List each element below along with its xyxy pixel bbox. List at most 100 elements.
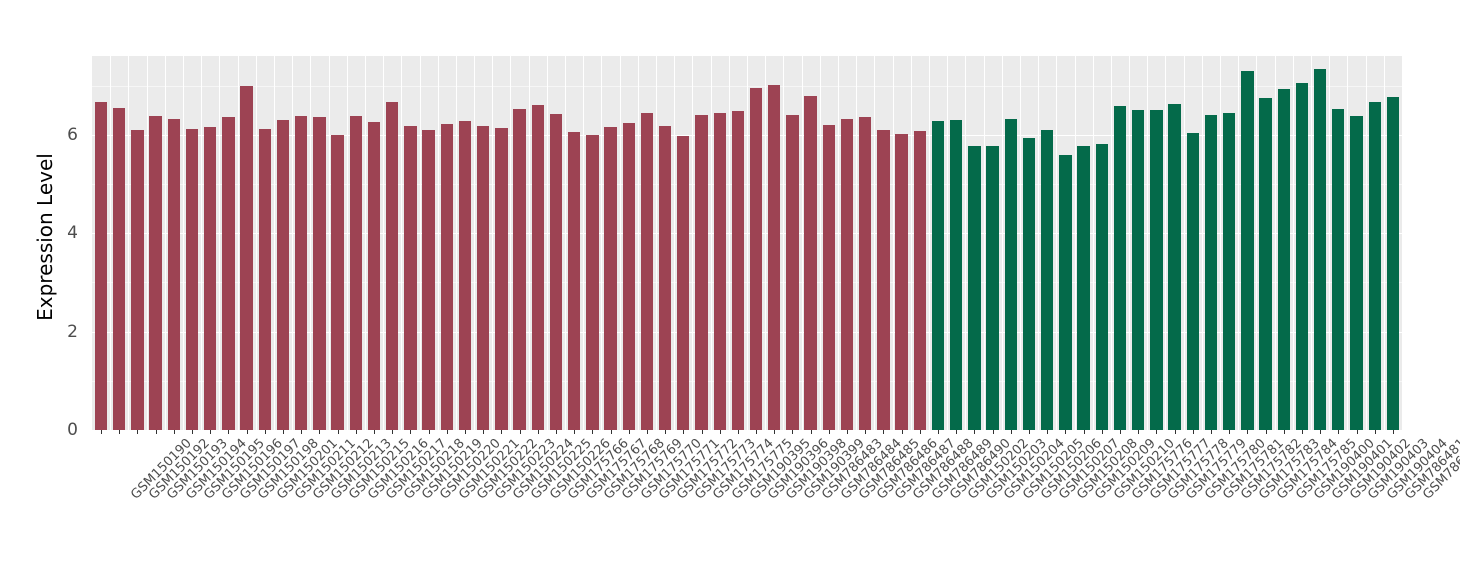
- x-tick-mark: [992, 430, 994, 434]
- bar[interactable]: [331, 135, 344, 430]
- bar[interactable]: [695, 115, 708, 430]
- x-gridline: [419, 56, 421, 430]
- bar[interactable]: [422, 130, 435, 430]
- bar[interactable]: [1168, 103, 1181, 430]
- bar[interactable]: [1295, 83, 1309, 430]
- bar[interactable]: [404, 125, 417, 430]
- bar[interactable]: [786, 114, 799, 430]
- bar[interactable]: [859, 117, 872, 430]
- x-gridline: [128, 56, 130, 430]
- bar[interactable]: [149, 115, 162, 430]
- bar[interactable]: [677, 136, 690, 430]
- bar[interactable]: [94, 102, 108, 430]
- bar[interactable]: [513, 109, 526, 430]
- bar[interactable]: [295, 116, 308, 430]
- x-tick-mark: [301, 430, 303, 434]
- bar[interactable]: [968, 145, 981, 430]
- x-tick-mark: [592, 430, 594, 434]
- bar[interactable]: [768, 84, 781, 430]
- x-tick-mark: [1247, 430, 1249, 434]
- x-gridline: [837, 56, 839, 430]
- x-gridline: [1074, 56, 1076, 430]
- bar[interactable]: [458, 121, 472, 430]
- bar[interactable]: [713, 112, 726, 430]
- bar[interactable]: [1004, 118, 1017, 430]
- bar[interactable]: [1022, 138, 1036, 430]
- bar[interactable]: [258, 128, 272, 430]
- x-tick-mark: [901, 430, 903, 434]
- x-gridline: [947, 56, 949, 430]
- bar[interactable]: [1277, 88, 1290, 430]
- bar[interactable]: [531, 105, 544, 430]
- bar[interactable]: [1204, 115, 1218, 430]
- x-tick-mark: [137, 430, 139, 434]
- bar[interactable]: [1350, 116, 1363, 430]
- y-tick-label: 2: [67, 321, 78, 342]
- bar[interactable]: [1113, 106, 1127, 430]
- bar[interactable]: [895, 133, 908, 430]
- x-gridline: [656, 56, 658, 430]
- bar[interactable]: [1241, 71, 1254, 430]
- bar[interactable]: [1059, 155, 1072, 430]
- x-gridline: [346, 56, 348, 430]
- bar[interactable]: [495, 127, 508, 430]
- x-tick-mark: [1265, 430, 1267, 434]
- bar[interactable]: [567, 131, 581, 430]
- bar[interactable]: [276, 119, 290, 430]
- bar[interactable]: [586, 135, 599, 430]
- bar[interactable]: [640, 113, 654, 430]
- x-gridline: [1238, 56, 1240, 430]
- x-tick-mark: [1138, 430, 1140, 434]
- bar[interactable]: [604, 127, 617, 430]
- bar[interactable]: [113, 107, 126, 430]
- bar[interactable]: [1259, 98, 1272, 430]
- x-tick-mark: [1229, 430, 1231, 434]
- bar[interactable]: [167, 119, 181, 430]
- bar[interactable]: [1313, 69, 1327, 430]
- bar[interactable]: [240, 85, 253, 430]
- bar[interactable]: [950, 119, 963, 430]
- x-tick-mark: [101, 430, 103, 434]
- bar[interactable]: [1095, 144, 1108, 430]
- bar[interactable]: [1222, 113, 1236, 430]
- x-tick-mark: [210, 430, 212, 434]
- bar[interactable]: [1368, 102, 1381, 430]
- bar[interactable]: [440, 123, 453, 430]
- x-tick-mark: [828, 430, 830, 434]
- bar[interactable]: [131, 130, 144, 430]
- x-gridline: [528, 56, 530, 430]
- bar[interactable]: [749, 88, 763, 430]
- bar[interactable]: [313, 116, 326, 430]
- bar[interactable]: [349, 115, 362, 430]
- x-gridline: [874, 56, 876, 430]
- bar[interactable]: [877, 129, 890, 430]
- x-gridline: [364, 56, 366, 430]
- bar[interactable]: [222, 116, 235, 430]
- bar[interactable]: [986, 146, 999, 430]
- bar[interactable]: [549, 113, 563, 430]
- bar[interactable]: [913, 131, 927, 430]
- bar[interactable]: [822, 125, 836, 430]
- x-tick-mark: [1083, 430, 1085, 434]
- bar[interactable]: [1131, 109, 1145, 430]
- bar[interactable]: [1077, 145, 1090, 430]
- bar[interactable]: [1386, 97, 1400, 430]
- bar[interactable]: [386, 102, 399, 430]
- bar[interactable]: [185, 129, 199, 430]
- bar[interactable]: [1332, 109, 1345, 430]
- bar[interactable]: [622, 122, 635, 430]
- bar[interactable]: [731, 111, 745, 430]
- x-gridline: [437, 56, 439, 430]
- bar[interactable]: [204, 127, 217, 430]
- bar[interactable]: [1186, 133, 1199, 430]
- bar[interactable]: [476, 126, 490, 430]
- bar[interactable]: [367, 121, 381, 430]
- bar[interactable]: [1150, 110, 1163, 430]
- bar[interactable]: [931, 120, 945, 430]
- bar[interactable]: [840, 118, 854, 430]
- bar[interactable]: [658, 125, 672, 430]
- bar[interactable]: [804, 96, 817, 430]
- x-gridline: [1129, 56, 1131, 430]
- x-tick-mark: [610, 430, 612, 434]
- bar[interactable]: [1041, 130, 1054, 430]
